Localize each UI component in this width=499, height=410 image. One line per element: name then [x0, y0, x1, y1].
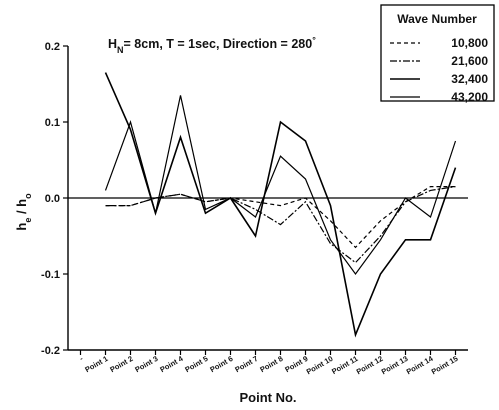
series-line-3 [104, 72, 457, 338]
y-ticks: -0.2 -0.1 0.0 0.1 0.2 [41, 41, 68, 357]
x-tick-label: Point 1 [83, 354, 109, 374]
x-tick-label: Point 13 [380, 354, 410, 376]
x-tick-label: Point 7 [233, 354, 259, 374]
legend-label: 32,400 [451, 72, 488, 86]
series-line-2 [105, 186, 456, 264]
x-tick-label: Point 11 [330, 354, 359, 376]
x-tick-label: Point 4 [158, 354, 185, 375]
series-line-4 [104, 95, 457, 276]
x-tick-label: Point 15 [430, 354, 460, 376]
x-tick-label: Point 12 [355, 354, 385, 376]
y-tick-label: 0.1 [45, 117, 60, 129]
series-layer [104, 72, 457, 338]
legend-label: 10,800 [451, 36, 488, 50]
x-tick-label: Point 5 [183, 354, 209, 374]
y-tick-label: -0.2 [41, 345, 60, 357]
legend-items: 10,800 21,600 32,400 43,200 [390, 36, 488, 104]
x-tick-label: Point 14 [405, 354, 435, 377]
legend-title: Wave Number [397, 12, 477, 26]
x-tick-label: - [78, 354, 85, 363]
series-line-1 [105, 186, 456, 249]
x-tick-label: Point 6 [208, 354, 234, 374]
x-axis-title: Point No. [239, 390, 296, 405]
legend-box [380, 4, 495, 102]
legend-label: 21,600 [451, 54, 488, 68]
legend: Wave Number 10,800 21,600 32,400 43,200 [380, 4, 495, 104]
x-tick-label: Point 2 [108, 354, 134, 374]
x-tick-label: Point 8 [258, 354, 284, 374]
x-tick-label: Point 10 [305, 354, 335, 376]
y-tick-label: 0.2 [45, 41, 60, 53]
y-tick-label: 0.0 [45, 193, 60, 205]
chart-annotation: HN= 8cm, T = 1sec, Direction = 280° [108, 35, 316, 55]
legend-label: 43,200 [451, 90, 488, 104]
x-tick-label: Point 3 [133, 354, 159, 374]
y-tick-label: -0.1 [41, 269, 60, 281]
y-axis-title: he / ho [14, 193, 33, 231]
